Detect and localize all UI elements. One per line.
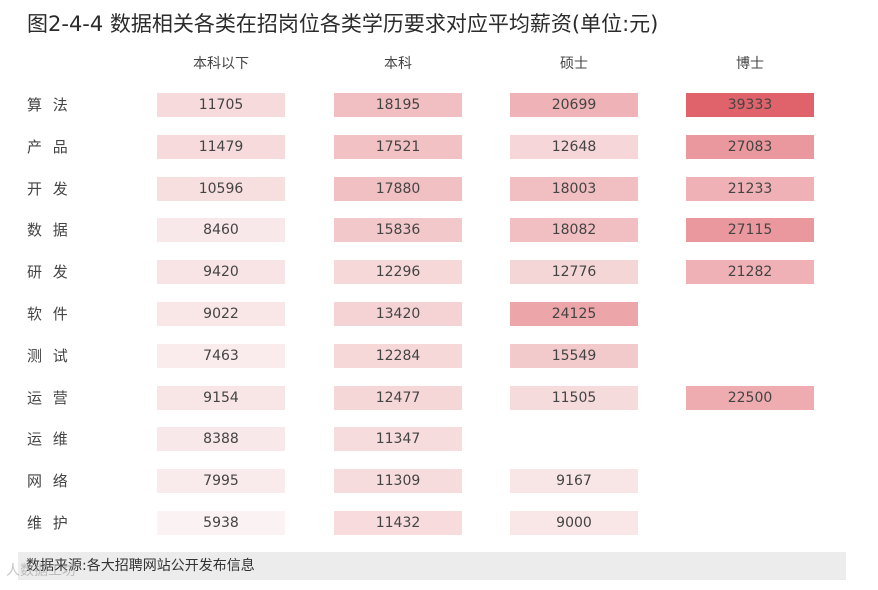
heatmap-cell: 12648	[510, 135, 638, 159]
heatmap-cell: 12477	[334, 386, 462, 410]
heatmap-cell: 20699	[510, 93, 638, 117]
row-label: 测 试	[27, 347, 71, 365]
heatmap-cell: 9167	[510, 469, 638, 493]
heatmap-cell: 12776	[510, 260, 638, 284]
heatmap-cell: 12284	[334, 344, 462, 368]
heatmap-cell: 17880	[334, 177, 462, 201]
heatmap-cell: 8388	[157, 427, 285, 451]
column-header: 本科	[384, 56, 412, 72]
source-note: 数据来源:各大招聘网站公开发布信息	[26, 558, 255, 574]
heatmap-cell: 21233	[686, 177, 814, 201]
heatmap-cell: 27083	[686, 135, 814, 159]
heatmap-cell: 5938	[157, 511, 285, 535]
heatmap-cell: 9154	[157, 386, 285, 410]
row-label: 研 发	[27, 263, 71, 281]
column-header: 本科以下	[193, 56, 249, 72]
heatmap-cell: 9000	[510, 511, 638, 535]
heatmap-cell: 13420	[334, 302, 462, 326]
source-footer: 数据来源:各大招聘网站公开发布信息	[18, 552, 846, 580]
row-label: 数 据	[27, 221, 71, 239]
row-label: 产 品	[27, 138, 71, 156]
heatmap-cell: 11505	[510, 386, 638, 410]
heatmap-cell: 27115	[686, 218, 814, 242]
heatmap-cell: 12296	[334, 260, 462, 284]
row-label: 运 营	[27, 389, 71, 407]
column-header: 硕士	[560, 56, 588, 72]
heatmap-cell: 11479	[157, 135, 285, 159]
row-label: 算 法	[27, 96, 71, 114]
column-header: 博士	[736, 56, 764, 72]
heatmap-cell: 11309	[334, 469, 462, 493]
row-label: 软 件	[27, 305, 71, 323]
row-label: 开 发	[27, 180, 71, 198]
heatmap-cell: 7463	[157, 344, 285, 368]
heatmap-cell: 11432	[334, 511, 462, 535]
heatmap-cell: 22500	[686, 386, 814, 410]
heatmap-cell: 17521	[334, 135, 462, 159]
row-label: 维 护	[27, 514, 71, 532]
heatmap-cell: 18082	[510, 218, 638, 242]
heatmap-cell: 15836	[334, 218, 462, 242]
row-label: 网 络	[27, 472, 71, 490]
heatmap-cell: 9022	[157, 302, 285, 326]
chart-title: 图2-4-4 数据相关各类在招岗位各类学历要求对应平均薪资(单位:元)	[27, 12, 659, 36]
heatmap-cell: 8460	[157, 218, 285, 242]
heatmap-cell: 15549	[510, 344, 638, 368]
heatmap-cell: 18195	[334, 93, 462, 117]
heatmap-cell: 11705	[157, 93, 285, 117]
heatmap-cell: 21282	[686, 260, 814, 284]
heatmap-cell: 11347	[334, 427, 462, 451]
heatmap-cell: 24125	[510, 302, 638, 326]
heatmap-cell: 10596	[157, 177, 285, 201]
watermark-logo: 人数据工坊	[6, 563, 76, 579]
heatmap-cell: 9420	[157, 260, 285, 284]
heatmap-cell: 7995	[157, 469, 285, 493]
heatmap-cell: 39333	[686, 93, 814, 117]
heatmap-cell: 18003	[510, 177, 638, 201]
row-label: 运 维	[27, 430, 71, 448]
